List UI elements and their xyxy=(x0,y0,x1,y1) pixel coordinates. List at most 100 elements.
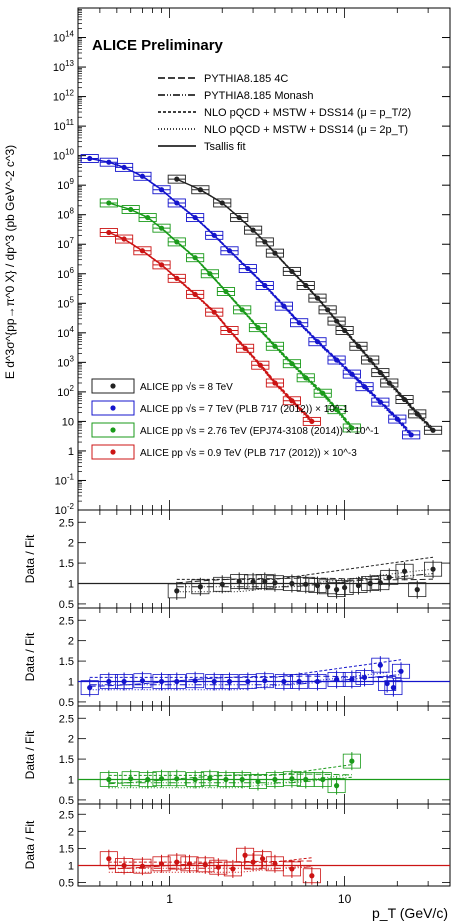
data-point xyxy=(207,271,213,277)
ratio-point xyxy=(174,859,180,865)
ratio-point xyxy=(145,776,151,783)
theory-legend-label: PYTHIA8.185 Monash xyxy=(204,90,313,102)
data-point xyxy=(377,399,383,405)
data-point xyxy=(245,265,251,272)
ratio-point xyxy=(174,776,180,782)
ratio-panel-frame xyxy=(77,607,451,707)
data-legend-marker xyxy=(110,427,116,433)
ratio-point xyxy=(349,676,355,683)
data-point xyxy=(121,236,127,242)
main-y-tick-label: 105 xyxy=(57,295,74,310)
ratio-point xyxy=(139,678,146,684)
data-legend-label: ALICE pp √s = 7 TeV (PLB 717 (2012)) × 1… xyxy=(140,403,349,415)
theory-curve xyxy=(123,238,313,424)
ratio-point xyxy=(272,861,278,867)
main-y-tick-label: 109 xyxy=(57,177,74,192)
theory-legend-label: Tsallis fit xyxy=(204,141,246,153)
ratio-point xyxy=(174,678,180,685)
data-point xyxy=(314,295,321,301)
ratio-theory-curve xyxy=(89,670,402,691)
data-point xyxy=(349,371,355,377)
ratio-point xyxy=(219,581,225,587)
x-axis: 1 10 xyxy=(166,892,351,906)
main-y-tick-label: 104 xyxy=(57,325,74,340)
ratio-theory-curve xyxy=(108,857,312,863)
data-point xyxy=(355,343,362,349)
ratio-y-tick-label: 1.5 xyxy=(59,754,74,766)
data-point xyxy=(128,206,134,213)
ratio-point xyxy=(320,776,326,783)
ratio-point xyxy=(349,758,355,764)
ratio-point xyxy=(386,574,392,580)
x-tick-label: 1 xyxy=(166,892,173,906)
data-point xyxy=(361,384,368,390)
data-point xyxy=(106,200,112,206)
ratio-point xyxy=(186,861,193,867)
ratio-point xyxy=(333,587,340,593)
ratio-y-tick-label: 1.5 xyxy=(59,843,74,855)
data-legend-marker xyxy=(110,405,116,411)
data-legend: ALICE pp √s = 8 TeV ALICE pp √s = 7 TeV (… xyxy=(91,378,379,460)
ratio-theory-curve xyxy=(89,674,402,686)
ratio-point xyxy=(314,678,321,685)
data-point xyxy=(377,369,383,376)
data-point xyxy=(87,155,93,162)
ratio-y-tick-label: 2 xyxy=(68,636,74,648)
data-point xyxy=(174,200,180,206)
data-point xyxy=(236,214,242,221)
data-point xyxy=(106,229,112,236)
ratio-point xyxy=(250,579,256,585)
ratio-point xyxy=(158,776,165,782)
ratio-theory-curve xyxy=(176,577,434,584)
main-y-tick-exponent: 13 xyxy=(65,59,74,68)
ratio-point xyxy=(158,861,165,867)
data-point xyxy=(309,418,315,425)
data-legend-marker xyxy=(110,383,116,389)
ratio-panel-frame xyxy=(77,705,451,805)
data-legend-box xyxy=(91,444,135,460)
main-y-tick-label: 108 xyxy=(57,207,74,222)
ratio-panels: 0.5 1 1.5 2 2.5 Data / Fit 0.5 1 1.5 2 2.5 Data / F… xyxy=(23,509,451,890)
ratio-point xyxy=(272,580,278,586)
ratio-point xyxy=(384,680,390,687)
data-point xyxy=(394,416,400,422)
data-point xyxy=(325,307,331,313)
tsallis-fit-curves xyxy=(89,157,434,436)
data-point xyxy=(223,288,229,295)
ratio-point xyxy=(121,862,127,869)
main-y-tick-label: 1011 xyxy=(53,118,74,133)
ratio-point xyxy=(303,581,309,587)
main-y-tick-exponent: 2 xyxy=(70,384,75,393)
ratio-theory-curve xyxy=(89,675,401,687)
data-point xyxy=(296,320,302,326)
ratio-theory-curve xyxy=(108,764,352,776)
main-panel: 10-210-111010210310410510610710810910101… xyxy=(3,7,451,517)
main-y-tick-label: 1013 xyxy=(53,59,75,74)
ratio-point xyxy=(239,776,245,783)
ratio-point xyxy=(128,776,134,782)
data-point xyxy=(226,327,233,334)
main-y-tick-label: 1014 xyxy=(53,30,75,45)
ratio-y-axis-label: Data / Fit xyxy=(23,820,37,869)
main-y-tick-label: 10-1 xyxy=(55,472,75,487)
ratio-y-tick-label: 1 xyxy=(68,861,74,873)
theory-curve xyxy=(108,161,412,437)
ratio-point xyxy=(272,776,278,783)
ratio-point xyxy=(236,578,242,585)
main-y-tick-exponent: 14 xyxy=(65,30,74,39)
main-y-tick-exponent: 4 xyxy=(70,325,75,334)
ratio-y-tick-label: 1.5 xyxy=(59,558,74,570)
data-legend-box xyxy=(91,400,135,416)
ratio-point xyxy=(289,580,295,587)
main-y-tick-exponent: -1 xyxy=(67,472,75,481)
ratio-y-tick-label: 2.5 xyxy=(59,517,74,529)
data-point xyxy=(289,361,295,367)
ratio-theory-curve xyxy=(108,776,352,784)
data-point xyxy=(250,227,256,233)
data-point xyxy=(158,187,165,193)
theory-legend-label: PYTHIA8.185 4C xyxy=(204,73,288,85)
ratio-point xyxy=(223,776,229,783)
ratio-point xyxy=(106,678,112,685)
main-y-tick-exponent: 10 xyxy=(65,148,74,157)
